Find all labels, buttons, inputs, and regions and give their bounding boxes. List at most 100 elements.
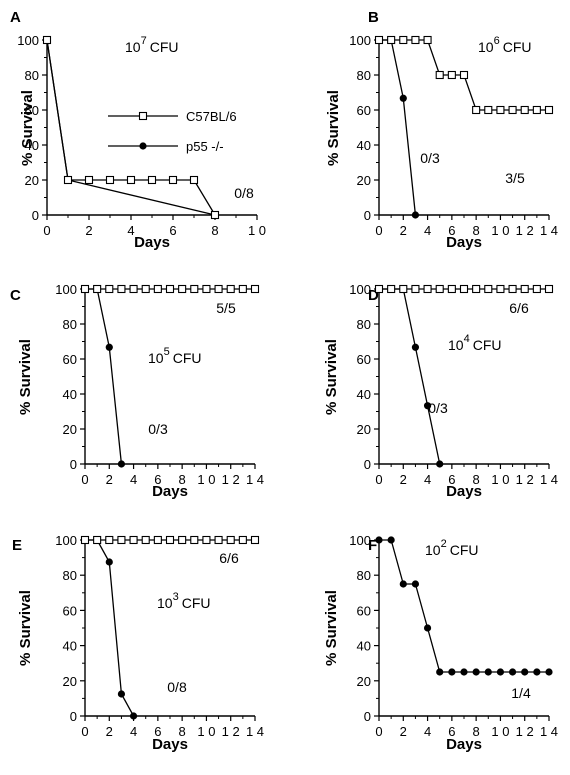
series-line-c57bl6 <box>46 39 216 216</box>
y-axis-title: % Survival <box>17 590 34 666</box>
y-tick-label: 20 <box>357 173 371 188</box>
data-point-circle <box>117 690 126 698</box>
dose-exponent: 7 <box>141 35 147 47</box>
data-point-circle <box>375 536 383 544</box>
x-tick-label: 2 <box>400 724 407 739</box>
data-point-square <box>93 535 102 545</box>
data-point-square <box>141 284 150 294</box>
x-tick-label: 1 2 <box>222 724 240 739</box>
data-point-square <box>447 70 456 80</box>
data-point-circle <box>496 668 505 676</box>
x-tick-label: 1 4 <box>540 472 558 487</box>
data-point-square <box>374 284 384 294</box>
y-tick-label: 0 <box>70 709 77 724</box>
x-tick-label: 8 <box>473 223 480 238</box>
data-point-square <box>374 35 384 45</box>
y-axis-title: % Survival <box>19 90 36 166</box>
data-point-square <box>105 284 114 294</box>
x-axis-title: Days <box>446 234 482 251</box>
x-tick-label: 2 <box>400 472 407 487</box>
x-tick-label: 0 <box>375 724 382 739</box>
data-point-circle <box>411 211 420 219</box>
data-point-square <box>153 284 162 294</box>
data-point-square <box>93 284 102 294</box>
x-tick-label: 4 <box>127 223 134 238</box>
y-tick-label: 100 <box>17 33 39 48</box>
data-point-circle <box>484 668 492 676</box>
data-point-circle <box>129 712 138 720</box>
y-tick-label: 20 <box>357 422 371 437</box>
data-point-square <box>532 105 541 115</box>
data-point-square <box>435 70 444 80</box>
dose-base: 10 <box>425 542 441 558</box>
x-tick-label: 6 <box>154 472 161 487</box>
data-point-square <box>147 175 157 185</box>
survival-ratio-label: 0/3 <box>428 400 448 416</box>
survival-ratio-label: 0/3 <box>148 421 168 437</box>
series-line-p55 <box>85 539 135 717</box>
x-tick-label: 2 <box>106 724 113 739</box>
survival-ratio-label: 6/6 <box>219 550 239 566</box>
data-point-square <box>210 210 220 220</box>
data-point-square <box>84 175 94 185</box>
legend-label: C57BL/6 <box>186 109 237 124</box>
legend-marker-square <box>138 111 148 121</box>
dose-unit: CFU <box>150 39 179 55</box>
x-axis-title: Days <box>446 483 482 500</box>
series-line-p55 <box>379 539 549 673</box>
data-point-circle <box>423 402 432 410</box>
legend-label: p55 -/- <box>186 139 224 154</box>
data-point-square <box>63 175 73 185</box>
data-point-square <box>165 535 175 545</box>
data-point-square <box>178 284 187 294</box>
y-tick-label: 100 <box>55 282 77 297</box>
x-tick-label: 8 <box>179 724 186 739</box>
dose-base: 10 <box>125 39 141 55</box>
data-point-circle <box>399 94 407 102</box>
data-point-circle <box>448 668 456 676</box>
data-point-square <box>168 175 178 185</box>
y-tick-label: 60 <box>63 352 77 367</box>
survival-ratio-label: 3/5 <box>505 170 525 186</box>
y-tick-label: 60 <box>357 603 371 618</box>
data-point-square <box>447 284 456 294</box>
survival-ratio-label: 0/3 <box>420 150 440 166</box>
data-point-square <box>508 284 517 294</box>
dose-exponent: 2 <box>441 538 447 550</box>
x-tick-label: 1 0 <box>491 223 509 238</box>
dose-unit: CFU <box>450 542 479 558</box>
x-tick-label: 6 <box>154 724 161 739</box>
x-axis-title: Days <box>134 234 170 251</box>
data-point-square <box>411 284 420 294</box>
data-point-square <box>117 284 126 294</box>
x-tick-label: 4 <box>424 472 431 487</box>
panel-letter: C <box>10 287 21 304</box>
data-point-circle <box>472 668 480 676</box>
x-tick-label: 1 2 <box>516 223 534 238</box>
y-tick-label: 20 <box>357 674 371 689</box>
x-tick-label: 1 4 <box>246 724 264 739</box>
data-point-square <box>141 535 150 545</box>
panel-letter: A <box>10 9 21 26</box>
y-axis-title: % Survival <box>323 590 340 666</box>
x-tick-label: 1 2 <box>222 472 240 487</box>
data-point-square <box>387 284 396 294</box>
y-tick-label: 80 <box>357 317 371 332</box>
data-point-square <box>544 105 554 115</box>
legend: C57BL/6 p55 -/- <box>108 109 237 154</box>
data-point-square <box>126 175 136 185</box>
x-tick-label: 1 0 <box>248 223 266 238</box>
y-axis-title: % Survival <box>325 90 342 166</box>
dose-exponent: 3 <box>173 591 179 603</box>
dose-unit: CFU <box>473 337 502 353</box>
data-point-square <box>411 35 420 45</box>
data-point-square <box>399 284 408 294</box>
y-tick-label: 0 <box>32 208 39 223</box>
y-tick-label: 60 <box>25 103 39 118</box>
data-point-square <box>80 284 90 294</box>
y-tick-label: 0 <box>70 457 77 472</box>
y-tick-label: 60 <box>357 352 371 367</box>
